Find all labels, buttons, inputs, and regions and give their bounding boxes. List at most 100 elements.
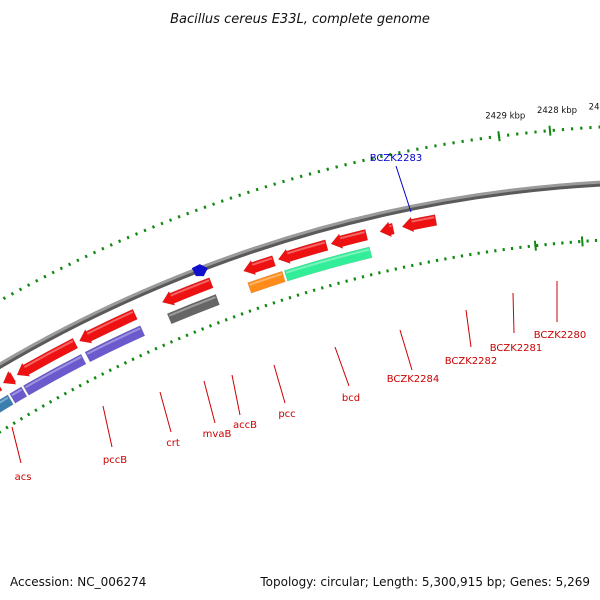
reverse-cds [9,386,28,404]
scale-tick [248,309,252,313]
scale-tick [101,372,105,376]
scale-tick [304,290,308,295]
accession-label: Accession: NC_006274 [10,575,147,589]
kbp-label: 2429 kbp [485,111,525,121]
scale-tick [168,218,173,222]
scale-tick [131,357,135,362]
forward-cds [162,277,214,306]
gene-label: BCZK2281 [490,343,543,354]
reverse-cds [0,394,14,413]
scale-tick [59,266,63,271]
scale-tick [264,185,268,189]
forward-cds-shine [86,311,134,335]
gene-label: acs [15,472,32,483]
gene-label: BCZK2283 [370,153,423,164]
scale-tick [84,254,88,259]
scale-tick [397,151,401,155]
scale-tick [344,163,347,167]
gene-label: pcc [278,409,295,420]
forward-cds [2,370,17,385]
scale-tick [232,315,236,319]
callout-line [11,426,22,464]
scale-tick [410,263,414,268]
scale-tick [353,277,357,281]
scale-tick [186,211,190,216]
scale-tick [139,353,143,358]
scale-tick [370,156,374,161]
scale-tick [26,412,31,417]
scale-tick [256,306,260,311]
scale-tick [460,254,464,258]
scale-tick [78,383,82,388]
scale-tick [92,250,97,255]
scale-tick [353,160,356,165]
scale-tick [238,193,242,197]
scale-tick [212,202,216,206]
reverse-cds-shine [11,388,23,397]
scale-tick [240,312,244,316]
scale-tick [109,243,113,247]
scale-tick [85,379,90,384]
inner-scale-ticks [0,236,598,434]
scale-tick [154,346,158,351]
scale-tick [193,330,197,334]
scale-tick [377,271,381,275]
forward-cds [243,255,276,276]
scale-tick [63,391,68,396]
forward-cds-shine [389,224,392,228]
scale-tick [308,172,312,176]
forward-cds-shine [339,231,365,240]
scale-tick [118,239,122,244]
scale-tick [2,296,7,301]
reverse-cds [283,246,373,282]
gene-label: mvaB [203,429,232,440]
scale-tick [5,425,9,430]
scale-tick [126,235,130,240]
forward-cds-shine [251,257,273,266]
kbp-scale-ticks [2,122,600,301]
forward-cds [0,386,3,392]
scale-tick [43,274,47,279]
gene-label: crt [166,438,180,449]
scale-tick [146,350,150,354]
forward-cds-shine [23,340,74,369]
genome-backbone [0,180,600,366]
scale-tick [51,270,55,275]
scale-tick [101,246,105,251]
callout-line [231,374,241,416]
forward-cds [277,239,329,264]
scale-tick [108,368,112,373]
scale-tick [116,364,120,369]
scale-tick [317,169,321,174]
scale-tick [296,293,300,297]
scale-tick [151,225,156,229]
major-tick [497,131,501,142]
scale-tick [290,177,294,181]
gene-features [0,214,438,413]
scale-tick [41,404,45,408]
scale-tick [35,278,39,283]
scale-tick [71,387,75,392]
scale-tick [143,228,147,233]
scale-tick [452,255,456,260]
kbp-label: 2427 kbp [589,103,600,113]
scale-tick [326,167,330,171]
major-tick [548,125,552,136]
gene-label: accB [233,420,257,431]
genome-backbone-shadow [0,181,600,370]
callout-line [273,364,286,404]
scale-tick [76,258,80,263]
scale-tick [255,187,259,192]
scale-tick [160,221,164,226]
scale-tick [169,340,174,344]
scale-tick [362,158,365,163]
reverse-cds [166,294,220,325]
scale-tick [361,275,365,279]
reverse-cds [247,270,286,294]
forward-cds [16,337,79,377]
scale-tick [425,145,428,150]
forward-cds [79,308,138,344]
scale-tick [312,288,316,293]
callout-line [512,292,515,334]
reverse-cds-shine [25,356,82,389]
